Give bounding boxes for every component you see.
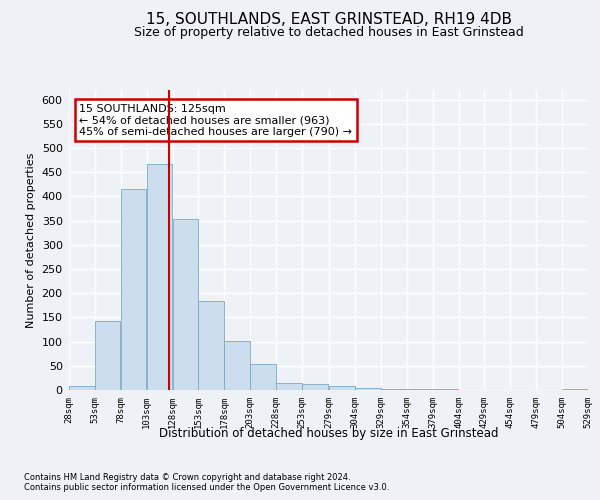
Bar (381, 388, 406, 390)
Y-axis label: Number of detached properties: Number of detached properties (26, 152, 36, 328)
Bar (433, 388, 458, 390)
Bar (199, 301, 224, 390)
Text: 15 SOUTHLANDS: 125sqm
← 54% of detached houses are smaller (963)
45% of semi-det: 15 SOUTHLANDS: 125sqm ← 54% of detached … (79, 104, 352, 136)
Bar (355, 388, 380, 390)
Bar (562, 388, 587, 390)
Bar (407, 389, 432, 390)
Bar (224, 340, 250, 390)
Text: 15, SOUTHLANDS, EAST GRINSTEAD, RH19 4DB: 15, SOUTHLANDS, EAST GRINSTEAD, RH19 4DB (146, 12, 512, 28)
Text: Contains public sector information licensed under the Open Government Licence v3: Contains public sector information licen… (24, 482, 389, 492)
Bar (95, 321, 121, 390)
Bar (276, 382, 302, 390)
Text: Size of property relative to detached houses in East Grinstead: Size of property relative to detached ho… (134, 26, 524, 39)
Bar (329, 386, 355, 390)
Bar (69, 386, 95, 390)
Text: Contains HM Land Registry data © Crown copyright and database right 2024.: Contains HM Land Registry data © Crown c… (24, 472, 350, 482)
Bar (173, 218, 198, 390)
Bar (250, 364, 276, 390)
Bar (121, 189, 146, 390)
Bar (302, 384, 328, 390)
Bar (146, 164, 172, 390)
Text: Distribution of detached houses by size in East Grinstead: Distribution of detached houses by size … (159, 428, 499, 440)
